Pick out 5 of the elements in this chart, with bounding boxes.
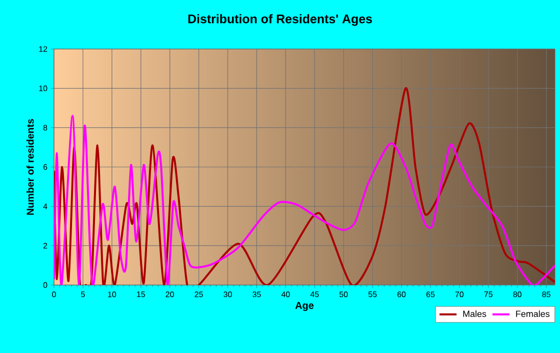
x-axis-title: Age	[295, 302, 314, 311]
y-axis-title: Number of residents	[26, 118, 34, 215]
chart-title: Distribution of Residents' Ages	[188, 14, 372, 26]
legend-label: Females	[516, 310, 550, 318]
legend-label: Males	[463, 310, 486, 318]
